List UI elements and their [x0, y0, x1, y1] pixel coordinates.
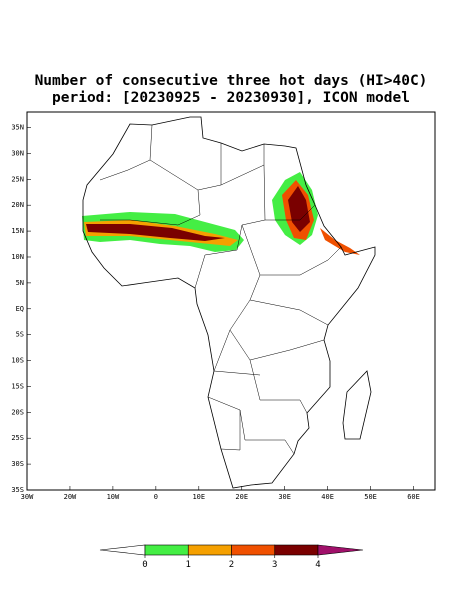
colorbar-label: 2 — [229, 560, 234, 570]
x-tick-label: 30W — [21, 493, 34, 501]
colorbar-segment — [187, 544, 232, 556]
y-tick-label: 5N — [16, 279, 24, 287]
borders — [99, 124, 342, 455]
y-tick-label: 35N — [11, 124, 24, 132]
x-tick-label: 10W — [107, 493, 120, 501]
x-tick-label: 20W — [64, 493, 77, 501]
y-tick-label: 25S — [11, 434, 24, 442]
hot-day-area — [288, 186, 310, 232]
colorbar-label: 1 — [186, 560, 191, 570]
y-tick-label: 10N — [11, 253, 24, 261]
axis-ticks: 30W 20W 10W 0 10E 20E 30E 40E 50E 60E 35N 30N 25N 20N… — [11, 124, 420, 501]
y-tick-label: 30N — [11, 149, 24, 157]
x-tick-label: 30E — [278, 493, 291, 501]
colorbar-segment — [99, 544, 146, 556]
x-tick-label: 0 — [154, 493, 158, 501]
hot-day-area — [86, 224, 225, 241]
africa-coastline — [82, 116, 376, 489]
map-frame — [26, 111, 436, 491]
y-tick-label: 35S — [11, 486, 24, 494]
colorbar-segment — [144, 544, 189, 556]
map: 30W 20W 10W 0 10E 20E 30E 40E 50E 60E 35N 30N 25N 20N… — [11, 111, 436, 501]
y-tick-label: 15S — [11, 382, 24, 390]
y-tick-label: 5S — [16, 331, 24, 339]
y-tick-label: 15N — [11, 227, 24, 235]
y-tick-label: 25N — [11, 175, 24, 183]
x-tick-label: 50E — [364, 493, 377, 501]
x-tick-label: 60E — [407, 493, 420, 501]
title-line: Number of consecutive three hot days (HI… — [35, 73, 428, 89]
title-line: period: [20230925 - 20230930], ICON mode… — [52, 90, 410, 106]
colorbar-label: 4 — [315, 560, 320, 570]
y-tick-label: EQ — [16, 305, 24, 313]
colorbar: 0 1 2 3 4 — [99, 544, 364, 570]
y-tick-label: 30S — [11, 460, 24, 468]
y-tick-label: 20N — [11, 201, 24, 209]
colorbar-segment — [274, 544, 319, 556]
y-tick-label: 10S — [11, 357, 24, 365]
x-tick-label: 20E — [235, 493, 248, 501]
colorbar-label: 3 — [272, 560, 277, 570]
hot-day-areas — [82, 172, 360, 255]
colorbar-segment — [317, 544, 364, 556]
x-tick-label: 40E — [321, 493, 334, 501]
x-tick-label: 10E — [192, 493, 205, 501]
colorbar-segment — [231, 544, 276, 556]
hot-day-area — [320, 228, 360, 255]
colorbar-label: 0 — [142, 560, 147, 570]
y-tick-label: 20S — [11, 408, 24, 416]
